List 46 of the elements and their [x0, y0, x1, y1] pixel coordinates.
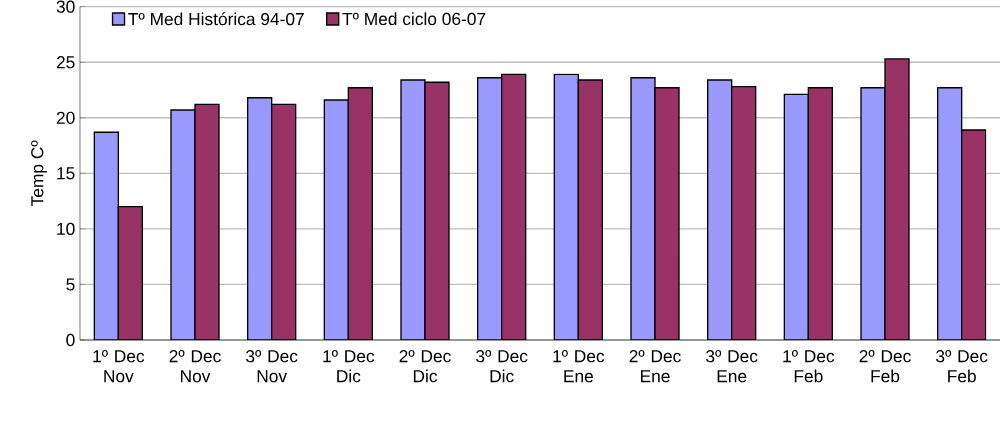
- y-tick-label: 10: [57, 222, 75, 236]
- x-tick-label: 3º Dec Ene: [706, 350, 758, 383]
- x-tick-label: 3º Dec Feb: [936, 350, 988, 383]
- x-tick-label: 2º Dec Nov: [169, 350, 221, 383]
- bar: [860, 87, 886, 340]
- bar: [553, 73, 579, 340]
- bar: [577, 79, 604, 340]
- bar: [783, 93, 810, 340]
- y-tick-label: 20: [56, 111, 75, 124]
- bar: [271, 103, 297, 340]
- x-tick-label: 1º Dec Nov: [93, 350, 145, 383]
- bar: [247, 97, 273, 340]
- bar: [347, 87, 373, 340]
- x-tick-label: 1º Dec Ene: [553, 350, 605, 383]
- x-tick-label: 3º Dec Dic: [476, 350, 528, 383]
- y-tick-label: 25: [56, 56, 75, 69]
- bar: [807, 87, 834, 340]
- y-tick-label: 30: [56, 0, 75, 13]
- bar: [707, 79, 733, 340]
- x-tick-label: 1º Dec Feb: [783, 350, 835, 383]
- y-tick-label: 15: [57, 167, 75, 180]
- bar: [477, 77, 503, 340]
- bar: [630, 77, 656, 340]
- bar: [170, 109, 196, 340]
- bar: [323, 99, 350, 340]
- bar: [194, 103, 220, 340]
- bar: [961, 129, 987, 340]
- y-axis-title: Temp Cº: [31, 140, 47, 206]
- x-tick-label: 2º Dec Dic: [399, 350, 451, 383]
- x-tick-label: 1º Dec Dic: [323, 350, 375, 383]
- bar: [501, 73, 527, 340]
- bar: [117, 206, 143, 340]
- bar: [731, 86, 757, 340]
- y-tick-label: 5: [66, 278, 75, 291]
- bar: [937, 87, 963, 340]
- bar: [400, 79, 426, 340]
- legend-label: Tº Med ciclo 06-07: [342, 12, 486, 26]
- bar: [93, 131, 119, 340]
- y-tick-label: 0: [66, 333, 75, 347]
- legend-label: Tº Med Histórica 94-07: [128, 12, 304, 26]
- x-tick-label: 3º Dec Nov: [246, 350, 298, 383]
- bar: [654, 87, 680, 340]
- bar: [424, 81, 450, 340]
- x-tick-label: 2º Dec Ene: [629, 350, 681, 383]
- bar: [884, 58, 910, 340]
- x-tick-label: 2º Dec Feb: [859, 350, 911, 383]
